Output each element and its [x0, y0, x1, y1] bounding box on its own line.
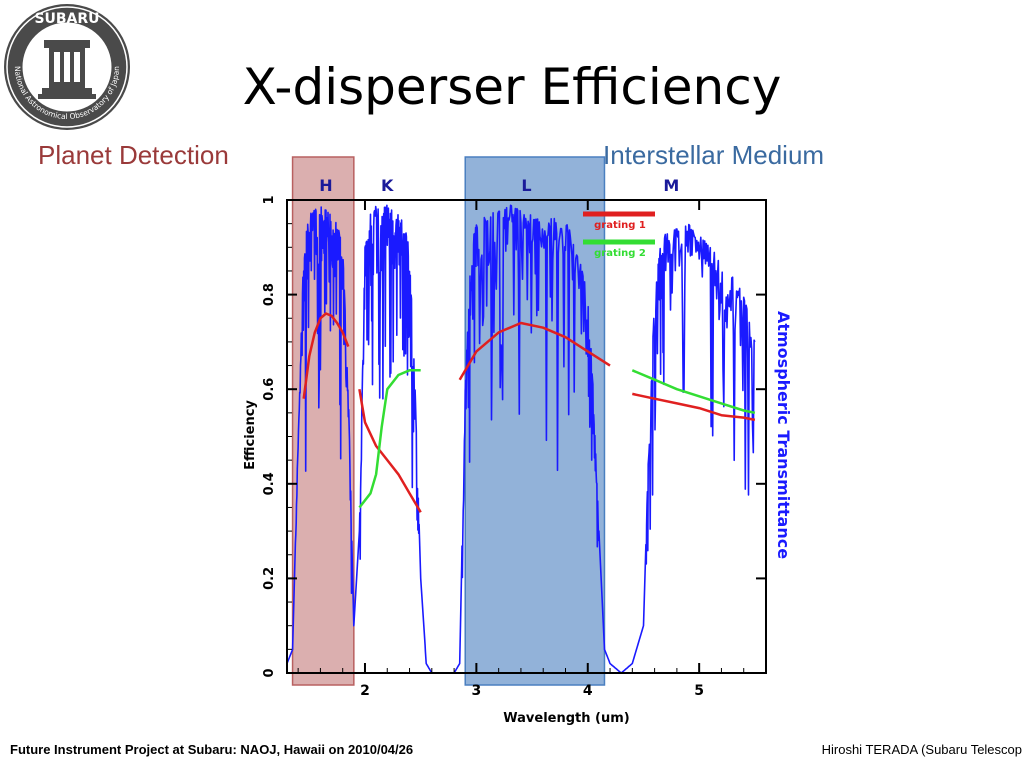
band-label-K: K: [381, 176, 394, 195]
series-grating-1-segment-4: [632, 392, 756, 422]
y-tick-label: 0.4: [262, 472, 277, 495]
y-tick-label: 0.2: [262, 567, 277, 590]
telescope-dome-icon: [38, 40, 96, 99]
y-tick-label: 1: [262, 195, 277, 204]
x-tick-label: 2: [360, 683, 370, 699]
y2-axis-label: Atmospheric Transmittance: [774, 311, 793, 559]
legend-label-grating-2: grating 2: [594, 248, 646, 259]
y-tick-label: 0: [262, 668, 277, 677]
y-axis-label: Efficiency: [243, 400, 258, 470]
y-tick-label: 0.8: [262, 283, 277, 306]
legend-label-grating-1: grating 1: [594, 220, 646, 231]
series-grating-2-segment-2: [631, 369, 756, 415]
series-grating-2-segment-1: [358, 369, 421, 509]
slide-title: X-disperser Efficiency: [242, 58, 782, 116]
planet-detection-label: Planet Detection: [38, 140, 229, 170]
footer-author: Hiroshi TERADA (Subaru Telescop: [821, 742, 1022, 757]
band-label-M: M: [663, 176, 679, 195]
band-label-H: H: [319, 176, 332, 195]
y-tick-label: 0.6: [262, 378, 277, 401]
series-grating-1-segment-1: [302, 312, 350, 399]
series-grating-1-segment-2: [358, 388, 422, 513]
interstellar-medium-label: Interstellar Medium: [603, 140, 825, 170]
x-tick-label: 3: [471, 683, 481, 699]
series-grating-1-segment-3: [458, 321, 611, 381]
logo-top-text: SUBARU: [34, 11, 99, 27]
highlight-region-planet-detection: [291, 156, 355, 686]
x-tick-label: 5: [694, 683, 704, 699]
x-axis-label: Wavelength (um): [503, 711, 629, 726]
subaru-naoj-logo: SUBARU National Astronomical Observatory…: [4, 4, 130, 130]
x-tick-label: 4: [583, 683, 593, 699]
series-atmospheric-transmittance: [286, 204, 756, 674]
band-label-L: L: [521, 176, 531, 195]
footer-event-info: Future Instrument Project at Subaru: NAO…: [10, 742, 414, 757]
